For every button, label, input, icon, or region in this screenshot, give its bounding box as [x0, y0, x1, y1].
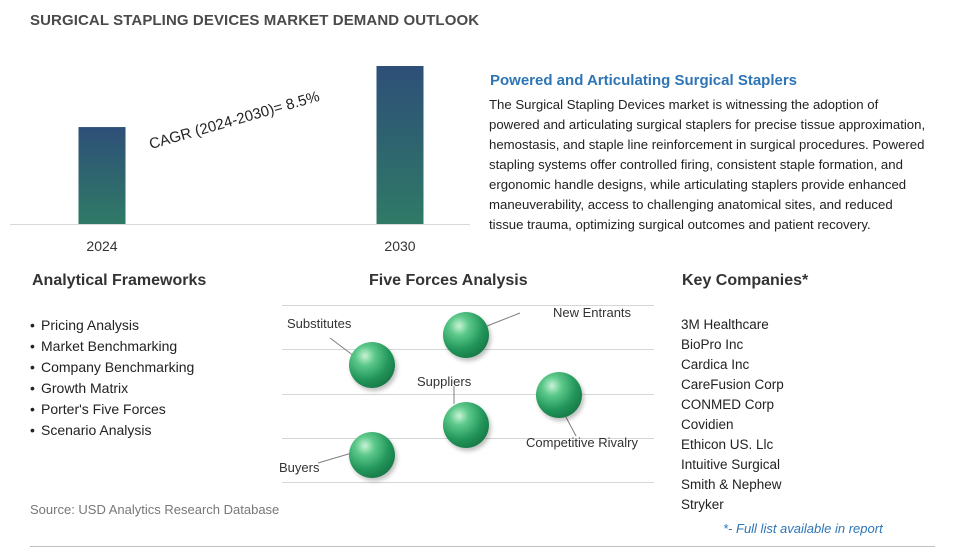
force-label-new-entrants: New Entrants — [553, 305, 632, 320]
divider — [282, 482, 654, 483]
suppliers-sphere-icon — [443, 402, 489, 448]
list-item: Porter's Five Forces — [30, 399, 194, 420]
description-heading: Powered and Articulating Surgical Staple… — [490, 72, 798, 89]
list-item: Market Benchmarking — [30, 336, 194, 357]
frameworks-list: Pricing Analysis Market Benchmarking Com… — [30, 315, 194, 441]
divider — [282, 394, 654, 395]
force-label-competitive-rivalry: Competitive Rivalry — [526, 435, 638, 450]
list-item: Covidien — [681, 417, 734, 432]
companies-list: 3M Healthcare BioPro Inc Cardica Inc Car… — [681, 315, 784, 515]
force-label-suppliers: Suppliers — [417, 374, 472, 389]
list-item: CONMED Corp — [681, 397, 775, 412]
list-item: Intuitive Surgical — [681, 457, 781, 472]
source-note: Source: USD Analytics Research Database — [30, 502, 280, 517]
frameworks-heading: Analytical Frameworks — [32, 272, 207, 289]
x-tick-label-2030: 2030 — [384, 238, 416, 254]
list-item: Smith & Nephew — [681, 477, 782, 492]
list-item: Cardica Inc — [681, 357, 750, 372]
force-label-substitutes: Substitutes — [287, 316, 352, 331]
list-item: CareFusion Corp — [681, 377, 784, 392]
list-item: Pricing Analysis — [30, 315, 194, 336]
buyers-sphere-icon — [349, 432, 395, 478]
list-item: BioPro Inc — [681, 337, 744, 352]
bar-chart-svg — [78, 66, 424, 224]
bottom-divider — [30, 546, 935, 547]
bar-2024 — [78, 127, 126, 224]
five-forces-heading: Five Forces Analysis — [369, 272, 528, 289]
x-axis-line — [10, 224, 470, 225]
five-forces-diagram: Substitutes New Entrants Suppliers Compe… — [272, 292, 662, 492]
page-title: SURGICAL STAPLING DEVICES MARKET DEMAND … — [30, 12, 480, 29]
description-body: The Surgical Stapling Devices market is … — [489, 97, 926, 232]
list-item: Company Benchmarking — [30, 357, 194, 378]
substitutes-sphere-icon — [349, 342, 395, 388]
competitive-rivalry-sphere-icon — [536, 372, 582, 418]
companies-heading: Key Companies* — [682, 272, 809, 289]
divider — [282, 305, 654, 306]
bar-2030 — [376, 66, 424, 224]
list-item: Stryker — [681, 497, 724, 512]
force-label-buyers: Buyers — [279, 460, 320, 475]
x-tick-label-2024: 2024 — [86, 238, 118, 254]
list-item: 3M Healthcare — [681, 317, 769, 332]
list-item: Growth Matrix — [30, 378, 194, 399]
new-entrants-sphere-icon — [443, 312, 489, 358]
list-item: Scenario Analysis — [30, 420, 194, 441]
companies-footnote: *- Full list available in report — [723, 521, 883, 536]
list-item: Ethicon US. Llc — [681, 437, 774, 452]
bar-chart: 2024 2030 CAGR (2024-2030)= 8.5% — [0, 0, 480, 270]
